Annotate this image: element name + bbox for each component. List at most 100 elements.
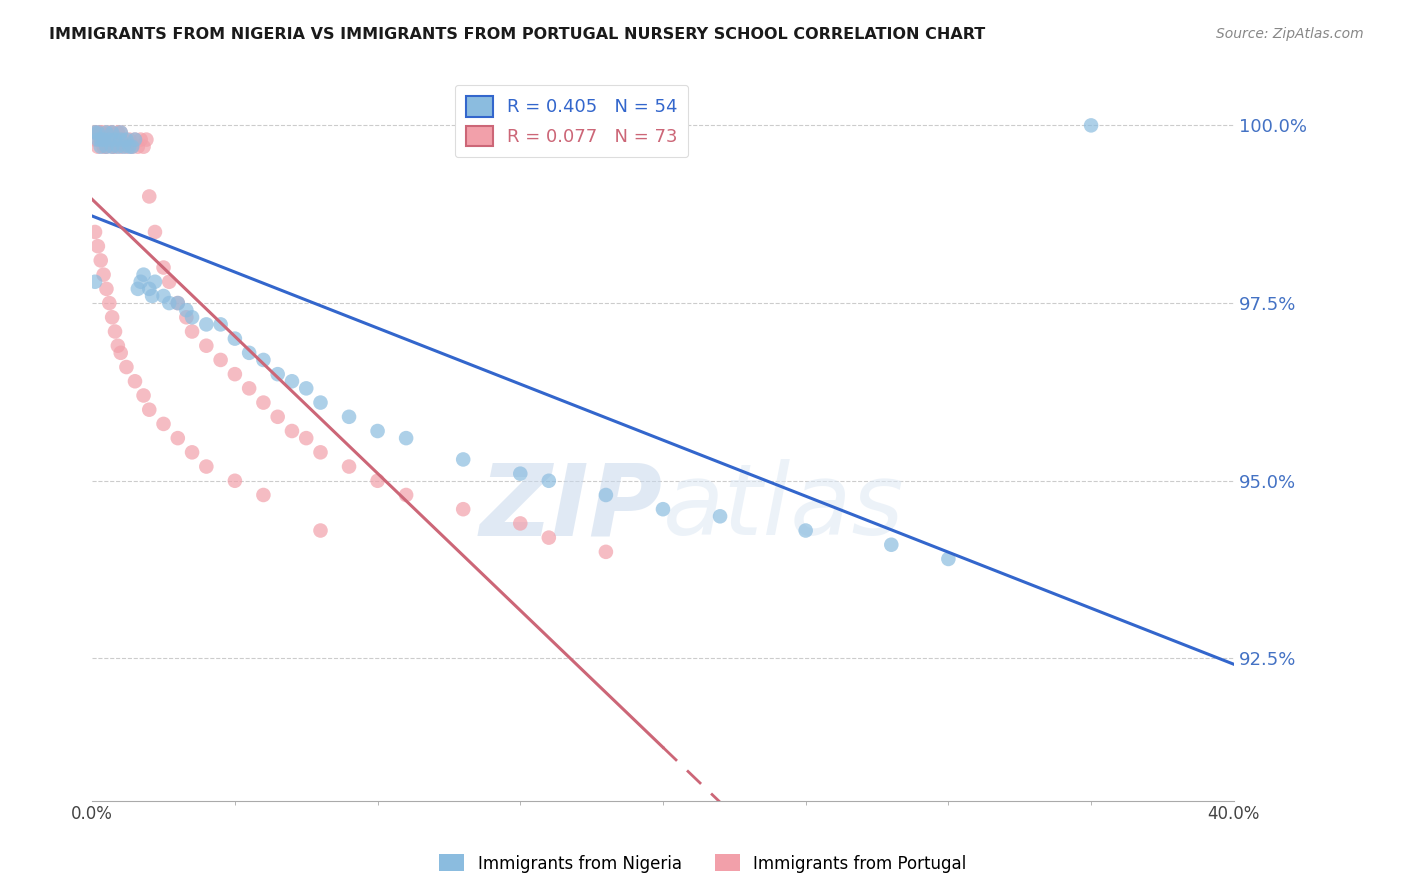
- Point: [157, 296, 180, 310]
- Point: [115, 359, 138, 374]
- Point: [84, 275, 107, 289]
- Point: [124, 374, 146, 388]
- Point: [90, 132, 112, 146]
- Point: [309, 395, 332, 409]
- Point: [110, 132, 132, 146]
- Point: [87, 132, 110, 146]
- Point: [107, 339, 129, 353]
- Point: [209, 353, 232, 368]
- Point: [143, 225, 166, 239]
- Point: [537, 531, 560, 545]
- Point: [110, 126, 132, 140]
- Point: [104, 325, 127, 339]
- Point: [98, 132, 121, 146]
- Point: [509, 467, 531, 481]
- Point: [107, 139, 129, 153]
- Point: [141, 289, 163, 303]
- Point: [121, 139, 143, 153]
- Point: [129, 275, 152, 289]
- Point: [132, 388, 155, 402]
- Point: [98, 296, 121, 310]
- Point: [107, 132, 129, 146]
- Point: [110, 126, 132, 140]
- Point: [101, 126, 124, 140]
- Point: [96, 139, 118, 153]
- Point: [238, 346, 260, 360]
- Point: [112, 132, 135, 146]
- Point: [224, 332, 246, 346]
- Point: [252, 488, 274, 502]
- Point: [127, 139, 149, 153]
- Point: [451, 502, 474, 516]
- Point: [110, 346, 132, 360]
- Point: [129, 132, 152, 146]
- Point: [537, 474, 560, 488]
- Point: [93, 126, 115, 140]
- Point: [367, 474, 389, 488]
- Point: [176, 303, 198, 318]
- Point: [84, 126, 107, 140]
- Point: [337, 409, 360, 424]
- Point: [595, 488, 617, 502]
- Point: [132, 268, 155, 282]
- Point: [90, 126, 112, 140]
- Point: [135, 132, 157, 146]
- Point: [96, 282, 118, 296]
- Text: Source: ZipAtlas.com: Source: ZipAtlas.com: [1216, 27, 1364, 41]
- Point: [166, 296, 188, 310]
- Point: [295, 381, 318, 395]
- Point: [84, 132, 107, 146]
- Point: [224, 474, 246, 488]
- Point: [224, 367, 246, 381]
- Point: [104, 139, 127, 153]
- Point: [118, 139, 141, 153]
- Point: [101, 139, 124, 153]
- Point: [93, 139, 115, 153]
- Point: [124, 132, 146, 146]
- Point: [509, 516, 531, 531]
- Point: [938, 552, 960, 566]
- Point: [267, 409, 290, 424]
- Point: [84, 126, 107, 140]
- Point: [87, 139, 110, 153]
- Point: [309, 445, 332, 459]
- Point: [451, 452, 474, 467]
- Point: [195, 339, 218, 353]
- Point: [181, 325, 204, 339]
- Point: [195, 459, 218, 474]
- Point: [166, 296, 188, 310]
- Point: [252, 395, 274, 409]
- Point: [96, 126, 118, 140]
- Point: [295, 431, 318, 445]
- Point: [138, 282, 160, 296]
- Point: [104, 132, 127, 146]
- Point: [96, 139, 118, 153]
- Point: [118, 132, 141, 146]
- Point: [138, 402, 160, 417]
- Point: [96, 132, 118, 146]
- Point: [87, 239, 110, 253]
- Point: [181, 310, 204, 325]
- Point: [395, 431, 418, 445]
- Point: [90, 139, 112, 153]
- Point: [101, 139, 124, 153]
- Point: [238, 381, 260, 395]
- Point: [652, 502, 675, 516]
- Text: IMMIGRANTS FROM NIGERIA VS IMMIGRANTS FROM PORTUGAL NURSERY SCHOOL CORRELATION C: IMMIGRANTS FROM NIGERIA VS IMMIGRANTS FR…: [49, 27, 986, 42]
- Point: [395, 488, 418, 502]
- Point: [176, 310, 198, 325]
- Point: [1080, 119, 1102, 133]
- Point: [127, 282, 149, 296]
- Point: [132, 139, 155, 153]
- Point: [880, 538, 903, 552]
- Point: [98, 126, 121, 140]
- Point: [166, 431, 188, 445]
- Point: [98, 132, 121, 146]
- Point: [143, 275, 166, 289]
- Point: [281, 424, 304, 438]
- Legend: Immigrants from Nigeria, Immigrants from Portugal: Immigrants from Nigeria, Immigrants from…: [433, 847, 973, 880]
- Point: [152, 260, 174, 275]
- Point: [84, 225, 107, 239]
- Point: [90, 253, 112, 268]
- Point: [367, 424, 389, 438]
